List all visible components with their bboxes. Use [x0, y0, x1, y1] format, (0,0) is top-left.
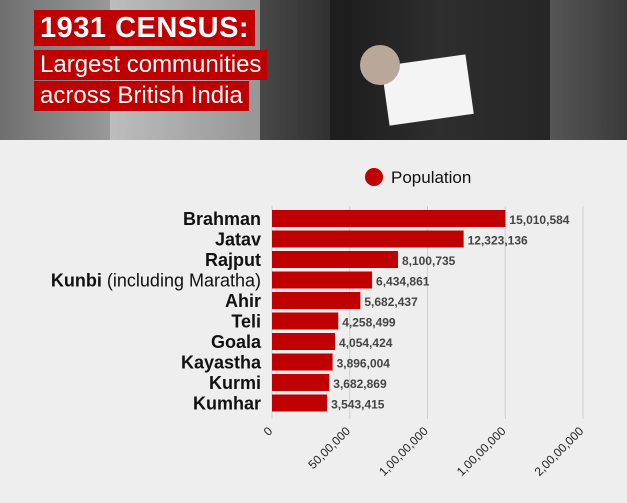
x-tick-label: 50,00,000: [305, 424, 353, 472]
value-label: 4,054,424: [339, 336, 393, 350]
chart-title-line-3: across British India: [34, 81, 249, 111]
legend-label: Population: [391, 168, 471, 187]
x-tick-label: 2,00,00,000: [532, 424, 587, 479]
value-label: 8,100,735: [402, 254, 456, 268]
category-label: Ahir: [225, 291, 261, 311]
bar: [272, 333, 336, 350]
value-label: 5,682,437: [364, 295, 418, 309]
bar: [272, 251, 398, 268]
value-label: 4,258,499: [342, 316, 396, 330]
category-label: Goala: [211, 332, 262, 352]
bar: [272, 374, 330, 391]
photo-hand: [360, 45, 400, 85]
category-label: Kayastha: [181, 353, 262, 373]
bar: [272, 292, 361, 309]
value-label: 12,323,136: [468, 234, 528, 248]
bar: [272, 394, 328, 412]
bar: [272, 230, 464, 248]
header-photo-banner: 1931 CENSUS: Largest communities across …: [0, 0, 627, 140]
category-label: Kurmi: [209, 373, 261, 393]
category-label: Rajput: [205, 250, 261, 270]
bar: [272, 312, 339, 330]
x-axis-ticks: 0 50,00,000 1,00,00,000 1,00,00,000 2,00,00,…: [261, 424, 587, 479]
chart-title-line-1: 1931 CENSUS:: [34, 10, 256, 46]
bar: [272, 210, 506, 227]
x-tick-label: 0: [261, 424, 276, 439]
value-label: 3,682,869: [333, 377, 387, 391]
legend-marker: [365, 168, 383, 186]
bar: [272, 353, 333, 371]
x-tick-label: 1,00,00,000: [454, 424, 509, 479]
legend: Population: [365, 168, 471, 187]
chart-title-line-2: Largest communities: [34, 50, 268, 80]
category-label: Jatav: [215, 230, 261, 250]
value-label: 6,434,861: [376, 275, 430, 289]
category-label: Kunbi (including Maratha): [51, 271, 261, 291]
x-tick-label: 1,00,00,000: [376, 424, 431, 479]
category-label: Kumhar: [193, 394, 261, 414]
bars: [272, 210, 506, 412]
category-label: Teli: [231, 312, 261, 332]
category-label: Brahman: [183, 209, 261, 229]
value-label: 15,010,584: [509, 213, 569, 227]
bar: [272, 271, 373, 289]
value-labels: 15,010,584 12,323,136 8,100,735 6,434,861 5,…: [331, 213, 570, 412]
value-label: 3,896,004: [337, 357, 391, 371]
value-label: 3,543,415: [331, 398, 385, 412]
